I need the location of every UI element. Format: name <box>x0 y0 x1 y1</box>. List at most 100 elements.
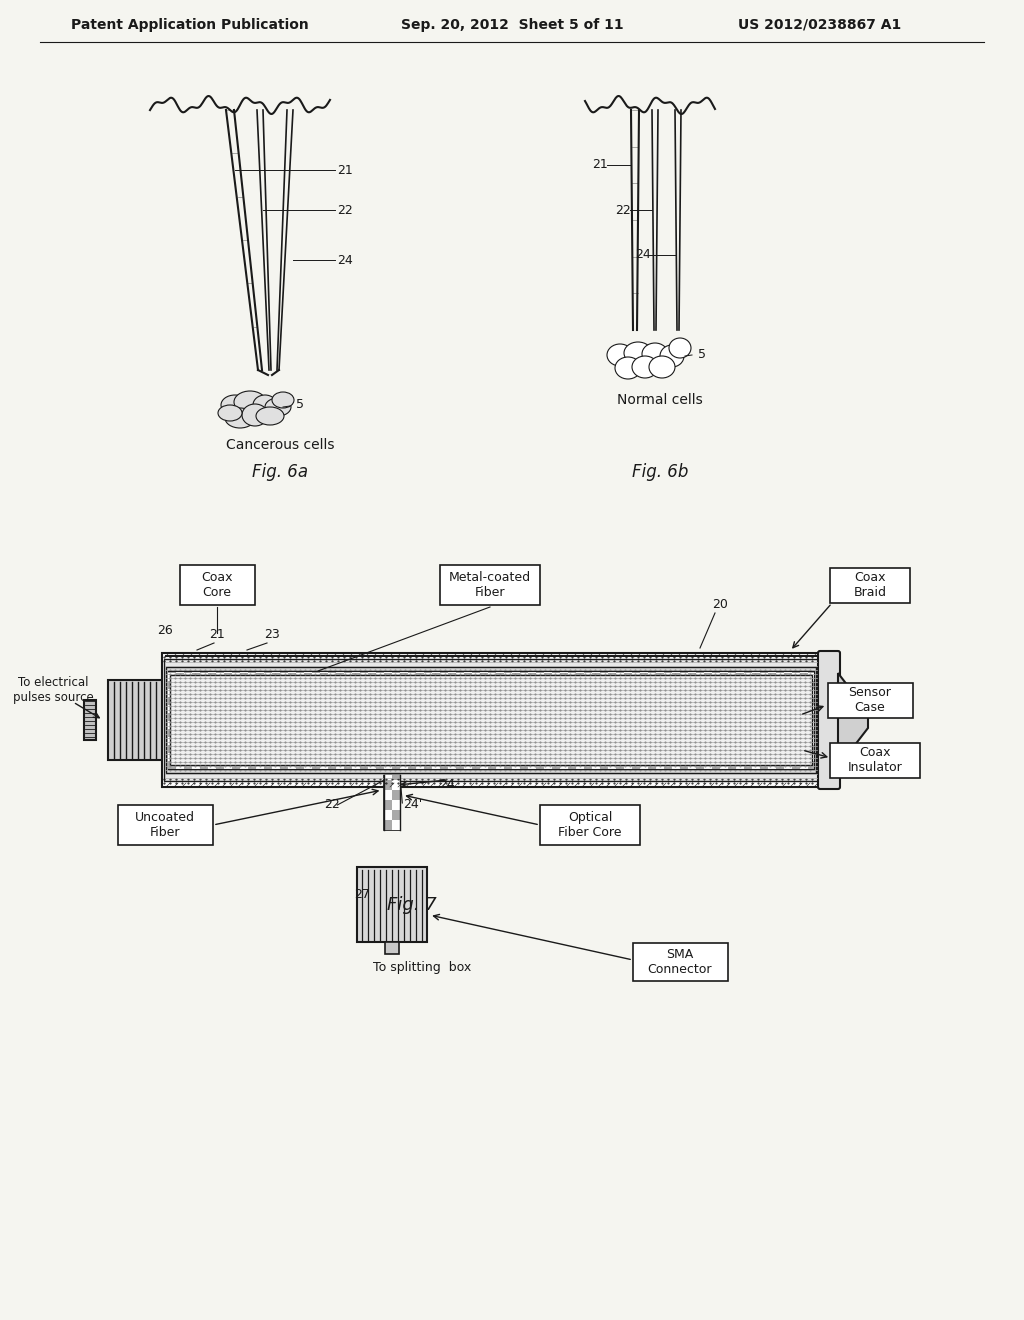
Bar <box>400 721 408 729</box>
Bar <box>768 737 776 744</box>
Bar <box>496 762 504 770</box>
Bar <box>705 697 712 705</box>
Bar <box>760 729 768 737</box>
Bar <box>575 762 584 770</box>
Bar <box>520 737 528 744</box>
Bar <box>432 689 440 697</box>
Bar <box>416 673 424 681</box>
Bar <box>688 689 696 697</box>
Bar <box>472 681 480 689</box>
Bar <box>504 713 512 721</box>
Bar <box>440 705 449 713</box>
FancyBboxPatch shape <box>540 805 640 845</box>
Text: Metal-coated
Fiber: Metal-coated Fiber <box>449 572 531 599</box>
Bar <box>360 721 368 729</box>
Bar <box>208 689 216 697</box>
Bar <box>360 762 368 770</box>
Bar <box>728 697 736 705</box>
Bar <box>296 721 304 729</box>
Bar <box>392 705 400 713</box>
Bar <box>632 744 640 752</box>
Text: 22: 22 <box>325 799 340 812</box>
Bar <box>184 737 193 744</box>
Bar <box>184 689 193 697</box>
Bar <box>784 752 792 762</box>
Bar <box>768 762 776 770</box>
Bar <box>416 713 424 721</box>
Bar <box>776 671 784 673</box>
Bar <box>328 689 336 697</box>
Bar <box>344 681 352 689</box>
Bar <box>568 737 575 744</box>
Bar <box>672 737 680 744</box>
Bar <box>705 673 712 681</box>
Bar <box>376 705 384 713</box>
Bar <box>480 673 488 681</box>
Bar <box>384 800 392 810</box>
Bar <box>640 762 648 770</box>
Bar <box>416 744 424 752</box>
Bar <box>736 721 744 729</box>
Bar <box>344 713 352 721</box>
Bar <box>456 671 464 673</box>
Bar <box>312 713 319 721</box>
Bar <box>800 713 808 721</box>
Bar <box>584 673 592 681</box>
Bar <box>800 689 808 697</box>
Bar <box>800 737 808 744</box>
Bar <box>376 697 384 705</box>
Bar <box>256 673 264 681</box>
Bar <box>408 673 416 681</box>
Bar <box>232 762 240 770</box>
Bar <box>808 671 814 673</box>
Bar <box>384 789 392 800</box>
Bar <box>449 721 456 729</box>
Bar <box>640 737 648 744</box>
Bar <box>616 737 624 744</box>
Bar <box>168 744 176 752</box>
Bar <box>392 673 400 681</box>
Bar <box>352 689 360 697</box>
Bar <box>792 673 800 681</box>
Bar <box>288 673 296 681</box>
Bar <box>768 705 776 713</box>
Bar <box>288 762 296 770</box>
Bar <box>552 762 560 770</box>
Bar <box>368 752 376 762</box>
Bar <box>384 713 392 721</box>
Bar <box>760 744 768 752</box>
Bar <box>600 697 608 705</box>
Text: 27: 27 <box>354 888 371 902</box>
Bar <box>168 671 176 673</box>
Bar <box>608 737 616 744</box>
Bar <box>392 762 400 770</box>
Bar <box>616 721 624 729</box>
Bar <box>768 673 776 681</box>
Bar <box>240 689 248 697</box>
Bar <box>664 713 672 721</box>
Bar <box>416 721 424 729</box>
Bar <box>336 713 344 721</box>
Bar <box>528 762 536 770</box>
Bar <box>744 744 752 752</box>
Bar <box>304 762 312 770</box>
Bar <box>776 681 784 689</box>
Bar <box>248 752 256 762</box>
Bar <box>272 713 280 721</box>
Bar <box>624 752 632 762</box>
Bar <box>464 673 472 681</box>
Bar <box>408 762 416 770</box>
Bar <box>568 762 575 770</box>
Bar <box>319 673 328 681</box>
Bar <box>696 744 705 752</box>
Bar <box>680 673 688 681</box>
Bar <box>600 737 608 744</box>
Bar <box>608 671 616 673</box>
Bar <box>216 737 224 744</box>
Bar <box>520 752 528 762</box>
Bar <box>280 744 288 752</box>
Bar <box>800 681 808 689</box>
Bar <box>648 737 656 744</box>
Bar <box>368 673 376 681</box>
Text: Fig. 7: Fig. 7 <box>387 896 437 913</box>
